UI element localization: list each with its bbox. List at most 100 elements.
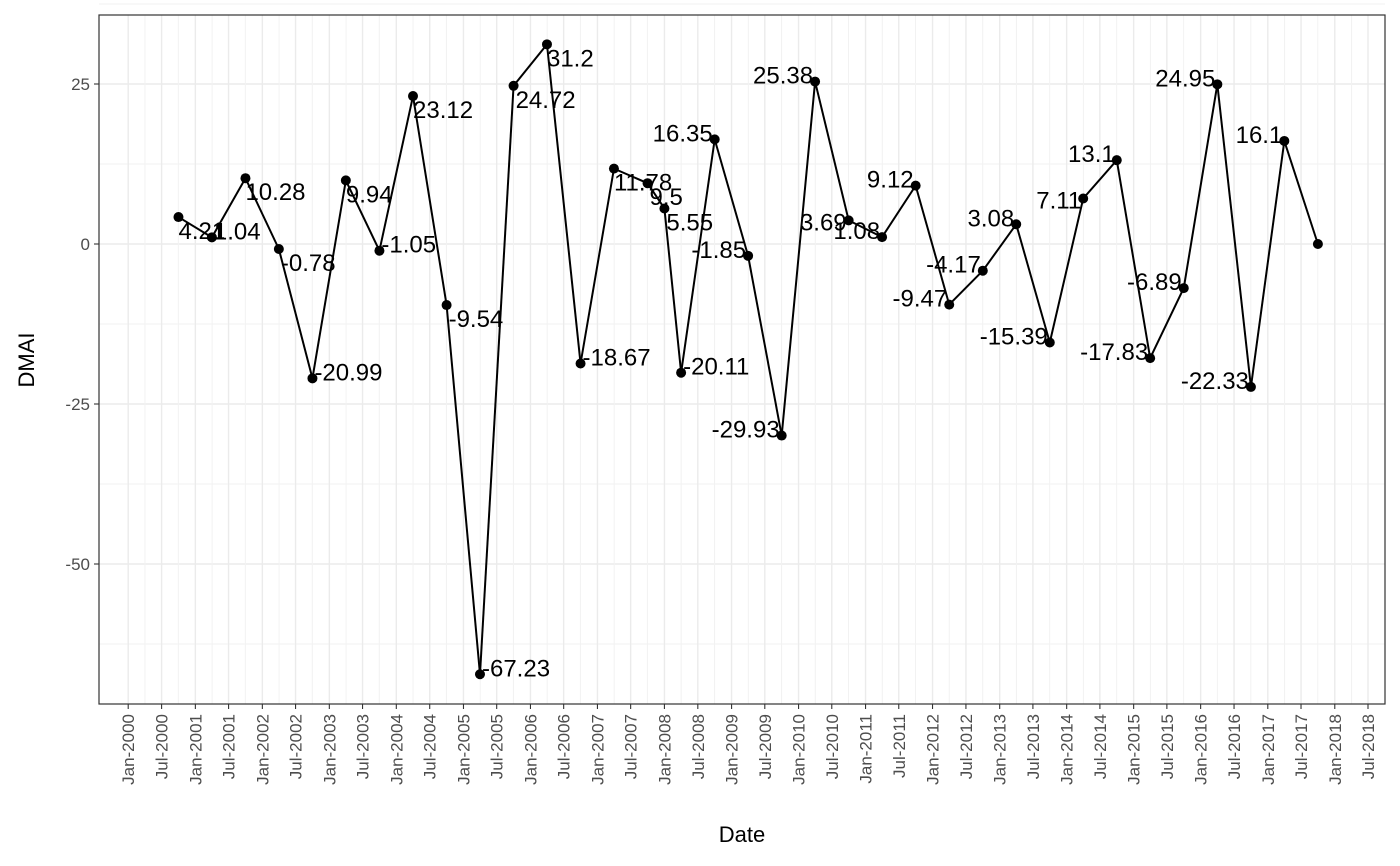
x-tick-label: Jan-2012 xyxy=(924,714,943,785)
series-line-segment xyxy=(1082,159,1118,200)
x-tick-label: Jan-2016 xyxy=(1192,714,1211,785)
x-tick-label: Jan-2017 xyxy=(1259,714,1278,785)
data-label: -6.89 xyxy=(1127,269,1182,296)
data-label: -20.99 xyxy=(314,359,382,386)
data-point xyxy=(1044,337,1055,348)
series-line-segment xyxy=(344,179,381,252)
data-point xyxy=(441,300,452,311)
y-tick-label: -50 xyxy=(65,555,90,574)
data-label: 11.78 xyxy=(614,170,672,197)
data-label: -22.33 xyxy=(1181,368,1249,395)
data-label: 9.12 xyxy=(867,167,914,194)
x-tick-label: Jul-2000 xyxy=(153,714,172,779)
x-tick-label: Jul-2018 xyxy=(1359,714,1378,779)
data-point xyxy=(676,367,687,378)
series-line-segment xyxy=(412,95,448,306)
data-label: 9.94 xyxy=(346,181,393,208)
series-line-segment xyxy=(445,304,481,675)
x-tick-label: Jan-2003 xyxy=(320,714,339,785)
data-label: 3.08 xyxy=(967,205,1014,232)
series-line-segment xyxy=(1182,84,1219,289)
x-tick-label: Jan-2006 xyxy=(521,714,540,785)
x-tick-label: Jul-2015 xyxy=(1158,714,1177,779)
grid xyxy=(99,3,1385,704)
data-label: 25.38 xyxy=(753,63,813,90)
data-point xyxy=(910,180,921,191)
data-point xyxy=(977,265,988,276)
data-point xyxy=(1145,353,1156,364)
series-line-segment xyxy=(512,43,548,87)
data-point xyxy=(173,212,184,223)
x-tick-label: Jul-2017 xyxy=(1292,714,1311,779)
x-tick-label: Jul-2005 xyxy=(488,714,507,779)
x-tick-label: Jul-2012 xyxy=(957,714,976,779)
x-tick-label: Jan-2004 xyxy=(387,714,406,785)
plot-border xyxy=(98,14,1386,705)
data-point xyxy=(709,134,720,145)
data-label: -4.17 xyxy=(926,252,981,279)
x-tick-label: Jul-2011 xyxy=(890,714,909,778)
data-point xyxy=(206,232,217,243)
series-line-segment xyxy=(814,81,850,221)
series-line-segment xyxy=(747,255,783,436)
data-label: -15.39 xyxy=(980,323,1048,350)
series-line-segment xyxy=(1216,84,1252,388)
series-line-segment xyxy=(1249,140,1286,388)
series-line-segment xyxy=(680,139,716,373)
x-tick-label: Jul-2001 xyxy=(220,714,239,779)
x-tick-label: Jan-2009 xyxy=(723,714,742,785)
data-label: -1.85 xyxy=(691,237,746,264)
series-line-segment xyxy=(244,177,280,250)
series-line-segment xyxy=(981,223,1018,272)
data-label: 24.72 xyxy=(516,87,576,114)
x-tick-label: Jan-2014 xyxy=(1058,714,1077,785)
data-point xyxy=(374,245,385,256)
x-tick-label: Jan-2010 xyxy=(790,714,809,785)
x-tick-label: Jul-2004 xyxy=(421,714,440,779)
data-point xyxy=(1078,193,1089,204)
data-label: 4.21 xyxy=(178,218,225,245)
data-point xyxy=(843,215,854,226)
x-tick-label: Jan-2018 xyxy=(1326,714,1345,785)
series-line-segment xyxy=(780,81,817,436)
data-label: -1.05 xyxy=(381,232,436,259)
data-label: 1.04 xyxy=(214,218,261,245)
x-tick-label: Jan-2000 xyxy=(119,714,138,785)
data-point xyxy=(659,203,670,214)
series-line-segment xyxy=(311,180,347,379)
data-label: 3.69 xyxy=(800,209,847,236)
series-line-segment xyxy=(1015,224,1051,343)
data-point xyxy=(608,163,619,174)
data-point xyxy=(541,39,552,50)
y-tick-label: -25 xyxy=(65,395,90,414)
series-line-segment xyxy=(1115,159,1152,359)
data-point xyxy=(776,430,787,441)
series-line-segment xyxy=(848,219,883,238)
plot-background xyxy=(99,15,1385,704)
data-point xyxy=(273,243,284,254)
data-point xyxy=(408,91,419,102)
y-axis-title: DMAI xyxy=(14,333,39,388)
x-tick-label: Jan-2007 xyxy=(588,714,607,785)
x-tick-label: Jan-2005 xyxy=(454,714,473,785)
series-points xyxy=(173,39,1323,680)
data-point xyxy=(1212,79,1223,90)
data-label: -20.11 xyxy=(683,354,749,381)
data-point xyxy=(240,173,251,184)
data-point xyxy=(474,669,485,680)
series-line-segment xyxy=(579,168,615,364)
data-label: -9.47 xyxy=(893,286,948,313)
data-point xyxy=(877,232,888,243)
x-tick-label: Jul-2013 xyxy=(1024,714,1043,779)
y-tick-label: 0 xyxy=(81,235,90,254)
data-labels: 4.211.04 10.28 -0.78 -20.99 9.94 -1.05 23.12 -9… xyxy=(178,45,1282,682)
data-label: 16.1 xyxy=(1236,122,1283,149)
series-line-segment xyxy=(663,208,683,373)
data-point xyxy=(340,175,351,186)
data-label: 31.2 xyxy=(547,45,594,72)
data-point xyxy=(1178,283,1189,294)
x-tick-label: Jul-2009 xyxy=(756,714,775,779)
y-axis: 25 0 -25 -50 xyxy=(65,75,99,574)
data-point xyxy=(642,178,653,189)
